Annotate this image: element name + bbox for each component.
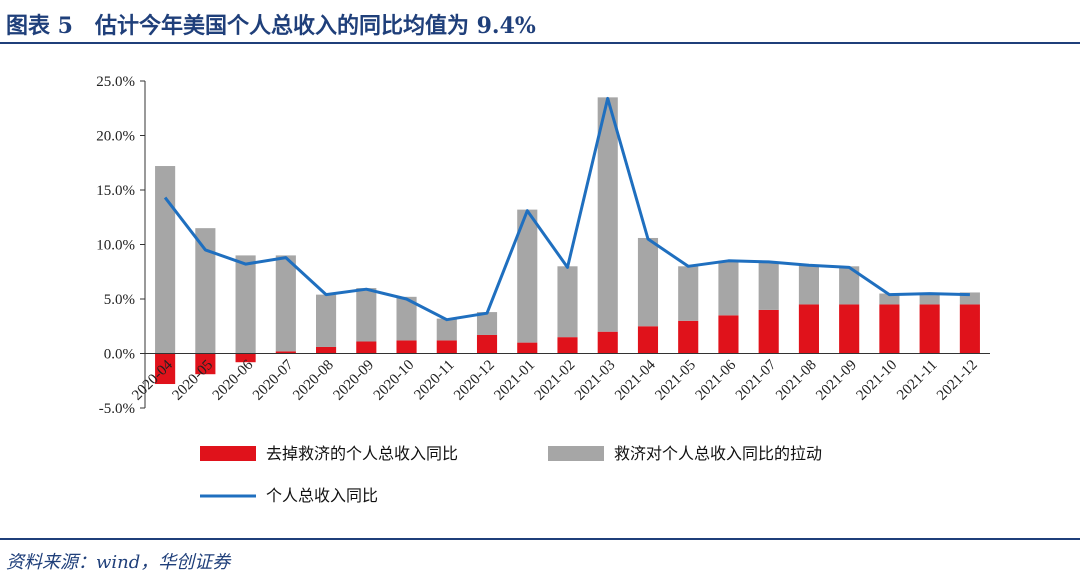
x-tick-label: 2020-10 (371, 357, 418, 404)
bar-stimulus (195, 228, 216, 354)
y-tick-label: 5.0% (104, 292, 135, 308)
source-note: 资料来源：wind，华创证券 (6, 552, 231, 573)
x-tick-label: 2021-11 (894, 357, 940, 403)
bar-stimulus (839, 266, 860, 305)
bar-base (436, 340, 457, 354)
bar-base (758, 309, 779, 354)
x-tick-label: 2021-09 (813, 357, 860, 404)
y-axis: -5.0% 0.0% 5.0% 10.0% 15.0% 20.0% 25.0% (96, 74, 146, 417)
bar-stimulus (356, 288, 377, 342)
bar-base (597, 331, 618, 354)
bar-stimulus (396, 296, 417, 341)
bar-stimulus (919, 293, 940, 305)
bar-stimulus (718, 260, 739, 316)
x-tick-label: 2020-05 (170, 357, 217, 404)
bar-stimulus (476, 312, 498, 335)
bar-stimulus (678, 266, 699, 321)
y-tick-label: 0.0% (104, 347, 135, 363)
bar-stimulus (235, 255, 256, 354)
bar-stimulus (798, 265, 819, 305)
title-rule (0, 42, 1080, 44)
bar-base (235, 353, 256, 363)
bar-base (839, 304, 860, 354)
chart: -5.0% 0.0% 5.0% 10.0% 15.0% 20.0% 25.0% 2020-0… (96, 74, 990, 505)
bar-base (919, 304, 940, 354)
x-tick-label: 2021-10 (854, 357, 901, 404)
bar-base (195, 353, 216, 375)
x-tick-label: 2020-09 (330, 357, 377, 404)
bars (155, 97, 980, 385)
legend-label-base: 去掉救济的个人总收入同比 (266, 444, 458, 463)
bar-base (155, 353, 176, 385)
bar-base (356, 341, 377, 354)
bar-stimulus (758, 261, 779, 310)
source-rule (0, 538, 1080, 540)
legend-label-total: 个人总收入同比 (266, 486, 378, 505)
x-tick-label: 2020-06 (210, 357, 257, 404)
bar-base (959, 304, 980, 354)
bar-stimulus (597, 97, 618, 332)
bar-base (476, 334, 498, 354)
bar-base (637, 326, 659, 354)
bar-base (798, 304, 819, 354)
bar-stimulus (517, 209, 538, 343)
x-tick-label: 2021-01 (491, 357, 538, 404)
x-tick-label: 2020-12 (451, 357, 498, 404)
bar-base (517, 342, 538, 354)
legend-swatch-stimulus (548, 446, 604, 461)
bar-stimulus (316, 294, 337, 347)
bar-stimulus (275, 255, 296, 352)
x-axis: 2020-042020-052020-062020-072020-082020-… (129, 353, 990, 404)
x-tick-label: 2021-06 (693, 357, 740, 404)
x-tick-label: 2021-03 (572, 357, 619, 404)
y-tick-label: 10.0% (96, 238, 135, 254)
bar-stimulus (637, 237, 659, 327)
bar-base (396, 340, 417, 354)
y-tick-label: -5.0% (99, 401, 135, 417)
legend-label-stimulus: 救济对个人总收入同比的拉动 (614, 444, 822, 463)
legend-swatch-base (200, 446, 256, 461)
x-tick-label: 2021-04 (612, 357, 659, 404)
bar-stimulus (436, 318, 457, 341)
bar-stimulus (155, 166, 176, 354)
bar-base (316, 346, 337, 354)
bar-stimulus (879, 293, 900, 305)
bar-base (275, 351, 296, 354)
y-tick-label: 15.0% (96, 183, 135, 199)
x-tick-label: 2020-11 (411, 357, 457, 403)
x-tick-label: 2021-08 (773, 357, 820, 404)
x-tick-label: 2020-07 (250, 357, 297, 404)
x-tick-label: 2021-02 (532, 357, 579, 404)
bar-base (718, 315, 739, 354)
x-tick-label: 2021-05 (652, 357, 699, 404)
x-tick-label: 2021-07 (733, 357, 780, 404)
y-tick-label: 25.0% (96, 74, 135, 90)
line-layer (163, 96, 970, 322)
bar-base (557, 337, 578, 354)
bar-base (678, 320, 699, 354)
bar-base (879, 304, 900, 354)
figure-title: 图表 5 估计今年美国个人总收入的同比均值为 9.4% (6, 13, 536, 39)
x-tick-label: 2020-08 (290, 357, 337, 404)
bar-stimulus (959, 292, 980, 305)
x-tick-label: 2021-12 (934, 357, 981, 404)
bar-stimulus (557, 266, 578, 338)
y-tick-label: 20.0% (96, 129, 135, 145)
